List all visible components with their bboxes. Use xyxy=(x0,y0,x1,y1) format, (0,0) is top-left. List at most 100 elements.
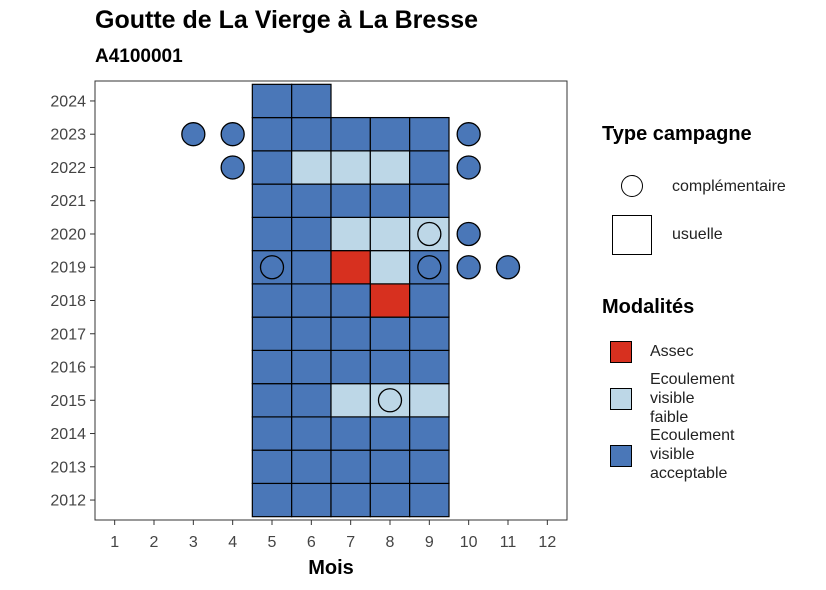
faible-color-key xyxy=(610,388,632,410)
legend-label-acceptable-2: visible xyxy=(650,446,695,463)
chart-title: Goutte de La Vierge à La Bresse xyxy=(95,6,479,34)
legend-label-complementaire: complémentaire xyxy=(672,178,786,195)
cell-2014-5 xyxy=(251,416,293,451)
cell-2013-7 xyxy=(330,449,371,485)
cell-2022-8 xyxy=(369,150,411,185)
y-tick-label: 2016 xyxy=(50,360,86,377)
y-tick-label: 2017 xyxy=(50,326,86,343)
cell-2013-8 xyxy=(369,449,411,485)
square-symbol-icon xyxy=(612,215,652,255)
cell-2022-9 xyxy=(409,150,450,185)
y-tick-label: 2013 xyxy=(50,459,86,476)
cell-2013-9 xyxy=(409,449,450,485)
circle-symbol-icon xyxy=(621,175,643,197)
x-axis-label: Mois xyxy=(308,557,354,579)
cell-2020-8 xyxy=(369,216,411,252)
cell-2014-6 xyxy=(291,416,332,451)
x-tick-label: 4 xyxy=(228,534,237,551)
cell-2020-7 xyxy=(330,216,371,252)
cell-2016-6 xyxy=(291,349,332,385)
cell-2016-5 xyxy=(251,349,293,385)
cell-2023-8 xyxy=(369,116,411,152)
x-tick-label: 10 xyxy=(460,534,478,551)
cell-2024-5 xyxy=(251,83,293,119)
y-tick-label: 2023 xyxy=(50,127,86,144)
y-tick-label: 2015 xyxy=(50,393,86,410)
chart-subtitle: A4100001 xyxy=(95,46,183,67)
point-2022-10 xyxy=(456,155,481,180)
x-tick-label: 5 xyxy=(268,534,277,551)
cell-2017-8 xyxy=(369,316,411,351)
cell-2020-5 xyxy=(251,216,293,252)
cell-2021-7 xyxy=(330,183,371,218)
cell-2015-9 xyxy=(409,383,450,418)
cell-2023-6 xyxy=(291,116,332,152)
legend-label-faible-2: visible xyxy=(650,390,695,407)
cell-2016-9 xyxy=(409,349,450,385)
legend-label-faible-3: faible xyxy=(650,409,689,426)
cell-2016-7 xyxy=(330,349,371,385)
cell-2018-9 xyxy=(409,283,450,318)
y-tick-label: 2020 xyxy=(50,226,86,243)
cell-2017-6 xyxy=(291,316,332,351)
cell-2022-6 xyxy=(291,150,332,185)
cell-2015-7 xyxy=(330,383,371,418)
cell-2014-7 xyxy=(330,416,371,451)
point-2019-9 xyxy=(417,255,442,280)
x-tick-label: 6 xyxy=(307,534,316,551)
x-tick-label: 1 xyxy=(110,534,119,551)
cell-2023-5 xyxy=(251,116,293,152)
cell-2022-5 xyxy=(251,150,293,185)
y-tick-label: 2012 xyxy=(50,493,86,510)
y-tick-label: 2019 xyxy=(50,260,86,277)
cell-2012-6 xyxy=(291,482,332,518)
cell-2018-6 xyxy=(291,283,332,318)
cell-2015-6 xyxy=(291,383,332,418)
y-tick-label: 2014 xyxy=(50,426,86,443)
point-2015-8 xyxy=(377,388,403,413)
cell-2015-5 xyxy=(251,383,293,418)
x-tick-label: 12 xyxy=(538,534,556,551)
x-tick-label: 11 xyxy=(500,534,517,551)
y-axis: 2012 2013 2014 2015 2016 2017 2018 2019 2020 2021… xyxy=(50,93,95,510)
cell-2017-9 xyxy=(409,316,450,351)
point-2019-10 xyxy=(456,255,481,280)
cell-2013-5 xyxy=(251,449,293,485)
legend-label-usuelle: usuelle xyxy=(672,226,723,243)
cell-2018-7 xyxy=(330,283,371,318)
legend-type-campagne: Type campagne complémentaire usuelle xyxy=(602,123,817,255)
legend-label-assec: Assec xyxy=(650,343,694,360)
cell-2023-9 xyxy=(409,116,450,152)
point-2023-3 xyxy=(181,122,206,147)
legend-label-acceptable-3: acceptable xyxy=(650,465,728,482)
cell-2014-8 xyxy=(369,416,411,451)
cell-2017-7 xyxy=(330,316,371,351)
cells-layer xyxy=(251,83,450,518)
cell-2016-8 xyxy=(369,349,411,385)
y-tick-label: 2022 xyxy=(50,160,86,177)
cell-2018-5 xyxy=(251,283,293,318)
cell-2023-7 xyxy=(330,116,371,152)
x-tick-label: 7 xyxy=(346,534,355,551)
legend-type-title: Type campagne xyxy=(602,123,752,145)
cell-2021-9 xyxy=(409,183,450,218)
point-2022-4 xyxy=(220,155,245,180)
y-tick-label: 2024 xyxy=(50,93,86,110)
cell-2013-6 xyxy=(291,449,332,485)
cell-2020-6 xyxy=(291,216,332,252)
x-tick-label: 8 xyxy=(386,534,395,551)
point-2020-9 xyxy=(417,221,442,247)
point-2020-10 xyxy=(456,221,481,247)
legend-modalites-title: Modalités xyxy=(602,296,695,318)
cell-2021-8 xyxy=(369,183,411,218)
cell-2021-6 xyxy=(291,183,332,218)
cell-2018-8 xyxy=(369,283,411,318)
legend-label-acceptable-1: Ecoulement xyxy=(650,427,735,444)
cell-2012-5 xyxy=(251,482,293,518)
cell-2012-8 xyxy=(369,482,411,518)
cell-2019-6 xyxy=(291,250,332,285)
x-tick-label: 3 xyxy=(189,534,198,551)
x-axis: 1 2 3 4 5 6 7 8 9 10 11 12 xyxy=(110,520,556,551)
point-2019-5 xyxy=(259,255,285,280)
